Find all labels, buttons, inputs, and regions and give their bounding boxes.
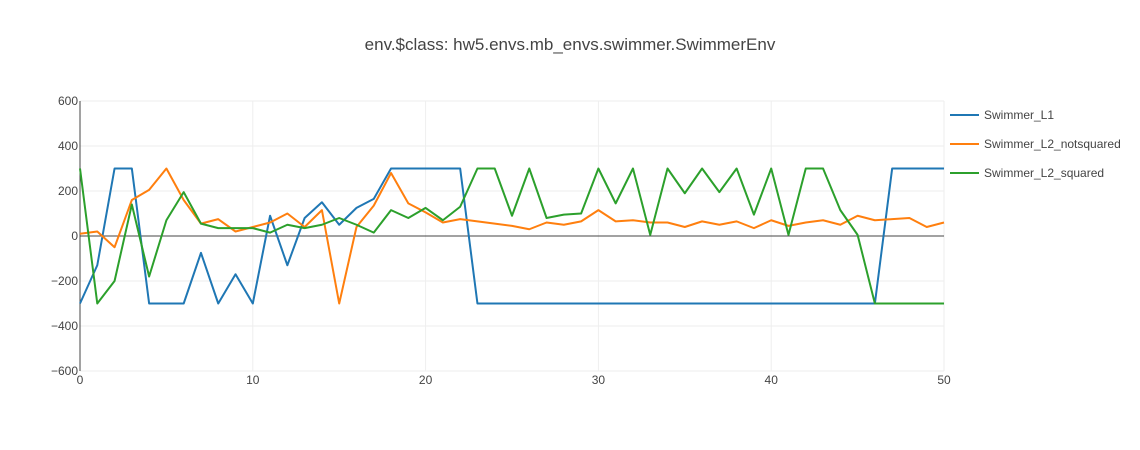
x-tick-label: 40 — [765, 373, 779, 387]
x-tick-label: 10 — [246, 373, 260, 387]
x-tick-label: 50 — [937, 373, 951, 387]
y-tick-label: 200 — [58, 184, 78, 198]
series-layer — [79, 167, 945, 305]
y-tick-label: −600 — [51, 364, 78, 378]
y-tick-label: 600 — [58, 94, 78, 108]
series-line-swimmer-l2-squared[interactable] — [79, 167, 944, 305]
legend-label: Swimmer_L1 — [984, 108, 1054, 122]
y-tick-label: 400 — [58, 139, 78, 153]
legend-label: Swimmer_L2_notsquared — [984, 137, 1121, 151]
legend-item[interactable]: Swimmer_L1 — [950, 108, 1054, 122]
series-line-swimmer-l1[interactable] — [79, 167, 944, 305]
x-tick-label: 30 — [592, 373, 606, 387]
x-tick-label: 0 — [77, 373, 84, 387]
y-tick-label: −400 — [51, 319, 78, 333]
legend-item[interactable]: Swimmer_L2_notsquared — [950, 137, 1121, 151]
legend-label: Swimmer_L2_squared — [984, 166, 1104, 180]
legend-item[interactable]: Swimmer_L2_squared — [950, 166, 1104, 180]
y-tick-label: −200 — [51, 274, 78, 288]
series-line-swimmer-l2-notsquared[interactable] — [79, 167, 945, 305]
x-tick-label: 20 — [419, 373, 433, 387]
y-tick-label: 0 — [71, 229, 78, 243]
axis-layer: 0 10 20 30 40 50 600 400 200 0 −200 −400 −600 — [51, 94, 951, 387]
chart-title: env.$class: hw5.envs.mb_envs.swimmer.Swi… — [365, 35, 776, 54]
legend[interactable]: Swimmer_L1 Swimmer_L2_notsquared Swimmer_L… — [950, 108, 1121, 180]
